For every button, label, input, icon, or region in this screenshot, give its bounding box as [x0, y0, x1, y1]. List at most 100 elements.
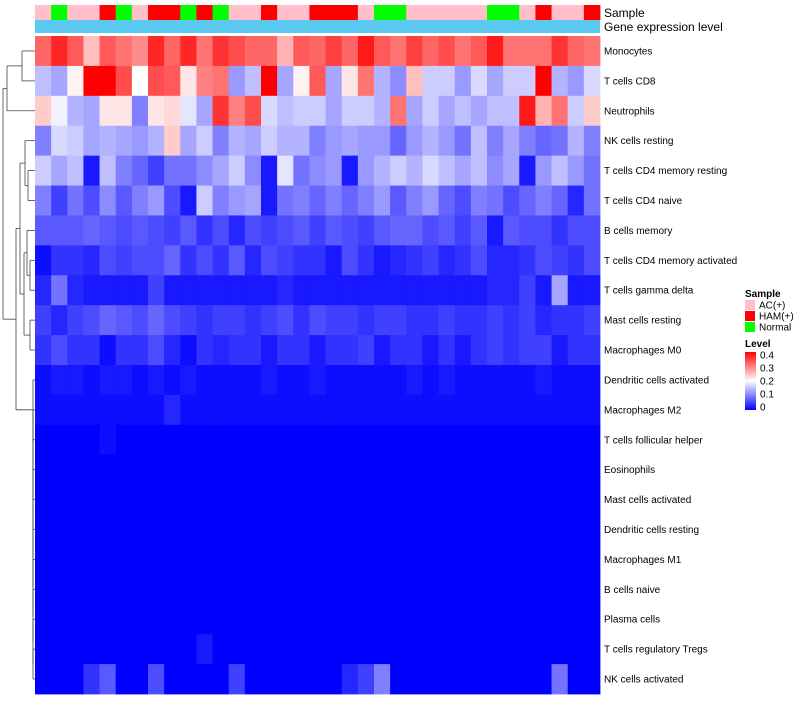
heatmap-cell [196, 484, 213, 515]
heatmap-cell [67, 454, 84, 486]
heatmap-cell [115, 335, 133, 366]
heatmap-cell [583, 365, 601, 396]
heatmap-cell [293, 155, 310, 186]
heatmap-cell [115, 125, 133, 157]
heatmap-cell [341, 155, 359, 186]
heatmap-cell [148, 514, 165, 545]
heatmap-cell [454, 185, 472, 216]
heatmap-cell [470, 215, 488, 246]
heatmap-cell [583, 275, 601, 306]
heatmap-cell [148, 155, 165, 186]
heatmap-cell [99, 155, 117, 186]
heatmap-cell [228, 544, 246, 575]
heatmap-cell [164, 125, 181, 157]
heatmap-cell [35, 664, 52, 695]
heatmap-cell [35, 484, 52, 515]
heatmap-cell [454, 604, 472, 635]
heatmap-cell [277, 185, 294, 216]
heatmap-cell [503, 484, 520, 515]
heatmap-cell [487, 454, 504, 486]
heatmap-cell [422, 544, 439, 575]
heatmap-cell [83, 305, 100, 336]
heatmap-cell [148, 125, 165, 157]
heatmap-cell [131, 394, 149, 426]
heatmap-cell [212, 544, 230, 575]
heatmap-cell [422, 514, 439, 545]
heatmap-cell [293, 65, 310, 97]
heatmap-cell [196, 305, 213, 336]
heatmap-cell [277, 424, 294, 456]
heatmap-cell [503, 95, 520, 127]
heatmap-cell [503, 245, 520, 276]
heatmap-cell [341, 664, 359, 695]
heatmap-cell [180, 634, 197, 665]
heatmap-cell [196, 664, 213, 695]
heatmap-cell [67, 335, 84, 366]
heatmap-cell [35, 245, 52, 276]
heatmap-cell [196, 36, 213, 67]
heatmap-cell [438, 185, 456, 216]
heatmap-cell [406, 514, 423, 545]
heatmap-cell [341, 514, 359, 545]
heatmap-cell [503, 544, 520, 575]
heatmap-cell [374, 155, 391, 186]
heatmap-cell [470, 365, 488, 396]
heatmap-cell [180, 335, 197, 366]
heatmap-cell [309, 394, 326, 426]
heatmap-cell [67, 604, 84, 635]
heatmap-cell [341, 574, 359, 605]
heatmap-cell [115, 454, 133, 486]
heatmap-cell [180, 36, 197, 67]
heatmap-cell [567, 125, 585, 157]
heatmap-cell [228, 36, 246, 67]
heatmap-cell [583, 95, 601, 127]
heatmap-cell [131, 65, 149, 97]
heatmap-cell [470, 544, 488, 575]
heatmap-cell [293, 574, 310, 605]
heatmap-cell [567, 305, 585, 336]
heatmap-cell [406, 215, 423, 246]
heatmap-cell [470, 484, 488, 515]
heatmap-cell [438, 424, 456, 456]
heatmap-cell [83, 454, 100, 486]
heatmap-cell [583, 335, 601, 366]
heatmap-cell [535, 574, 552, 605]
heatmap-cell [341, 394, 359, 426]
sample-annotation-cell [67, 5, 84, 20]
heatmap-cell [99, 544, 117, 575]
heatmap-cell [115, 664, 133, 695]
heatmap-cell [196, 65, 213, 97]
sample-annotation-cell [277, 5, 294, 20]
heatmap-cell [115, 484, 133, 515]
heatmap-cell [51, 514, 68, 545]
row-label: Neutrophils [604, 106, 655, 117]
row-label: Dendritic cells activated [604, 375, 709, 386]
heatmap-cell [374, 664, 391, 695]
heatmap-cell [115, 574, 133, 605]
heatmap-cell [325, 305, 343, 336]
heatmap-cell [83, 245, 100, 276]
heatmap-cell [180, 514, 197, 545]
heatmap-cell [99, 275, 117, 306]
heatmap-cell [99, 365, 117, 396]
heatmap-cell [519, 634, 536, 665]
heatmap-cell [196, 544, 213, 575]
heatmap-cell [35, 155, 52, 186]
heatmap-cell [99, 664, 117, 695]
heatmap-cell [487, 275, 504, 306]
heatmap-cell [196, 365, 213, 396]
heatmap-cell [535, 275, 552, 306]
sample-annotation-cell [535, 5, 552, 20]
heatmap-cell [390, 664, 407, 695]
heatmap-cell [51, 454, 68, 486]
heatmap-cell [438, 574, 456, 605]
heatmap-cell [583, 514, 601, 545]
heatmap-cell [583, 65, 601, 97]
heatmap-cell [196, 574, 213, 605]
heatmap-cell [487, 95, 504, 127]
heatmap-cell [422, 185, 439, 216]
heatmap-cell [325, 514, 343, 545]
heatmap-cell [470, 514, 488, 545]
heatmap-cell [131, 215, 149, 246]
heatmap-cell [374, 634, 391, 665]
